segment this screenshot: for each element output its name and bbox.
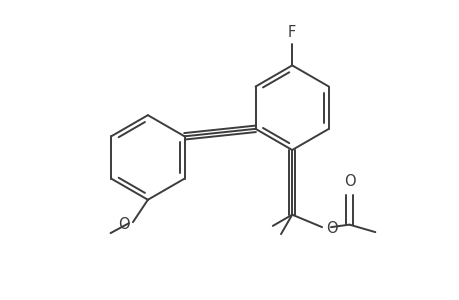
Text: O: O xyxy=(343,174,354,189)
Text: O: O xyxy=(325,220,337,236)
Text: F: F xyxy=(287,25,296,40)
Text: O: O xyxy=(118,217,130,232)
